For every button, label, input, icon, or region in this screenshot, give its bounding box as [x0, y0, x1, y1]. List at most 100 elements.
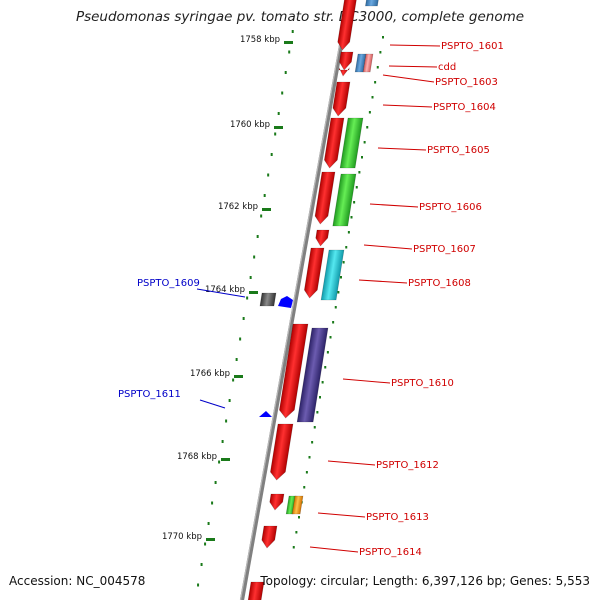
cog-block-1606 [332, 173, 357, 227]
scale-dot [204, 542, 207, 546]
gene-label: PSPTO_1611 [118, 389, 181, 400]
gene-leader-line [358, 279, 408, 284]
track-dot [361, 156, 363, 159]
gene-block-cdd [339, 51, 354, 71]
gene-block-1605-body [324, 117, 345, 169]
accession-text: Accession: NC_004578 [9, 574, 146, 588]
gene-leader-line [327, 460, 376, 466]
scale-dot [256, 235, 259, 238]
gene-label: PSPTO_1613 [366, 512, 429, 523]
gene-label: PSPTO_1610 [391, 378, 454, 389]
kbp-tick-label: 1766 kbp [190, 369, 230, 379]
gene-block-1608-body [304, 247, 325, 299]
scale-dot [260, 214, 263, 218]
gene-block-1603-body [338, 66, 350, 77]
kbp-tick-mark [262, 208, 271, 211]
track-dot [376, 66, 379, 69]
gene-block-1608 [304, 247, 325, 299]
scale-dot [228, 399, 231, 402]
scale-dot [214, 481, 217, 484]
gene-leader-line [309, 546, 359, 553]
kbp-tick-mark [284, 41, 293, 44]
gene-block-1606 [314, 171, 336, 225]
gene-label: PSPTO_1608 [408, 278, 471, 289]
track-dot [319, 396, 321, 399]
track-dot [324, 366, 327, 369]
scale-dot [239, 337, 242, 341]
gene-block-1606-body [314, 171, 336, 225]
scale-dot [253, 255, 256, 259]
gene-label: PSPTO_1614 [359, 547, 422, 558]
gene-label: PSPTO_1604 [433, 102, 496, 113]
map-title: Pseudomonas syringae pv. tomato str. DC3… [75, 9, 525, 25]
scale-dot [267, 173, 270, 177]
gene-block-1607 [315, 229, 330, 247]
gene-label: cdd [438, 62, 456, 73]
scale-dot [281, 91, 284, 95]
track-dot [382, 36, 384, 39]
scale-dot [207, 522, 210, 525]
scale-dot [277, 112, 280, 115]
scale-dot [200, 563, 203, 566]
scale-dot [288, 50, 291, 54]
cog-block-1605 [339, 117, 364, 169]
gene-label: PSPTO_1603 [435, 77, 498, 88]
gene-block-1605 [324, 117, 345, 169]
track-dot [374, 81, 377, 84]
track-dot [316, 411, 319, 414]
scale-dot [232, 378, 235, 382]
gene-block-next-body [247, 581, 265, 600]
kbp-tick-label: 1764 kbp [205, 285, 245, 295]
track-dot [371, 96, 374, 99]
scale-dot [246, 296, 249, 300]
gene-arrow-1611 [259, 411, 272, 417]
kbp-tick-mark [234, 375, 243, 378]
cog-block-1608-body [320, 249, 345, 301]
gene-leader-line [369, 203, 419, 208]
kbp-tick-mark [221, 458, 230, 461]
gene-leader-line [199, 399, 226, 409]
backbone-highlight [239, 0, 349, 600]
kbp-tick-label: 1762 kbp [218, 202, 258, 212]
gene-block-1614 [261, 525, 278, 549]
track-dot [350, 216, 353, 219]
gene-arrow-1609 [278, 296, 293, 308]
cog-block-cdd-b-body [362, 53, 374, 73]
cog-block-1608 [320, 249, 345, 301]
gene-block-1603 [338, 66, 350, 77]
kbp-tick-label: 1768 kbp [177, 452, 217, 462]
track-dot [298, 516, 300, 519]
track-dot [308, 456, 311, 459]
scale-dot [218, 460, 221, 464]
gene-block-1607-body [315, 229, 330, 247]
cog-block-1601-body [365, 0, 380, 7]
cog-block-1605-body [339, 117, 364, 169]
gene-label: PSPTO_1601 [441, 41, 504, 52]
track-dot [342, 261, 345, 264]
gene-block-1612 [270, 423, 294, 481]
topology-text: Topology: circular; Length: 6,397,126 bp… [260, 574, 590, 588]
gene-block-1601-body [337, 0, 358, 51]
cog-block-1610 [296, 327, 329, 423]
gene-leader-line [317, 512, 366, 518]
gene-block-1610-body [279, 323, 309, 419]
track-dot [355, 186, 358, 189]
cog-block-1609 [259, 292, 277, 307]
scale-dot [242, 317, 245, 320]
track-dot [334, 306, 337, 309]
gene-leader-line [389, 44, 441, 47]
track-dot [379, 51, 382, 54]
track-dot [305, 471, 308, 474]
scale-dot [211, 501, 214, 505]
track-dot [340, 276, 342, 279]
gene-label: PSPTO_1607 [413, 244, 476, 255]
track-dot [292, 546, 295, 549]
gene-leader-line [382, 74, 435, 83]
cog-block-cdd-b [362, 53, 374, 73]
track-dot [313, 426, 316, 429]
gene-block-1613-body [269, 493, 285, 511]
track-dot [329, 336, 332, 339]
scale-dot [291, 30, 294, 33]
